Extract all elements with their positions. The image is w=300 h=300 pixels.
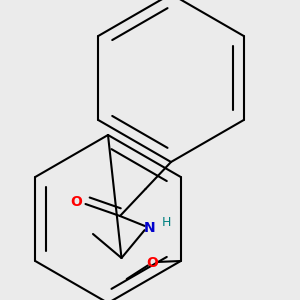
Text: N: N xyxy=(144,221,156,235)
Text: O: O xyxy=(146,256,158,269)
Text: H: H xyxy=(162,216,171,229)
Text: O: O xyxy=(70,195,82,208)
